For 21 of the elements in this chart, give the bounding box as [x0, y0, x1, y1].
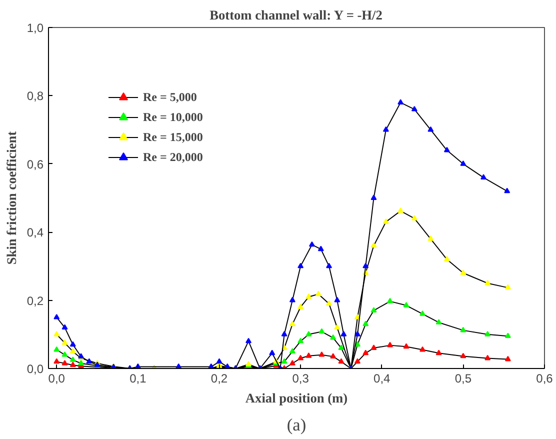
- chart-title: Bottom channel wall: Y = -H/2: [210, 8, 383, 22]
- text: (a): [286, 416, 306, 434]
- y-axis-title: Skin friction coefficient: [4, 130, 19, 265]
- x-tick-label: 0,3: [292, 372, 310, 386]
- legend-label: Re = 10,000: [143, 110, 203, 124]
- x-tick-label: 0,2: [210, 372, 228, 386]
- y-tick-label: 0,6: [26, 157, 44, 172]
- y-tick-label: 0,8: [26, 89, 44, 104]
- x-tick-label: 0,6: [536, 372, 554, 386]
- y-tick-label: 0,2: [26, 294, 44, 308]
- x-axis-title: Axial position (m): [245, 390, 348, 406]
- x-tick-label: 0,4: [374, 372, 391, 386]
- y-tick-label: 0,0: [26, 362, 44, 376]
- x-tick-label: 0,1: [130, 372, 147, 386]
- x-tick-label: 0,5: [454, 372, 472, 386]
- legend-label: Re = 15,000: [143, 130, 203, 144]
- x-tick-label: 0,0: [48, 372, 66, 386]
- legend-label: Re = 5,000: [143, 90, 197, 104]
- y-tick-label: 1,0: [26, 21, 44, 35]
- legend-label: Re = 20,000: [143, 150, 203, 164]
- y-tick-label: 0,4: [26, 226, 44, 240]
